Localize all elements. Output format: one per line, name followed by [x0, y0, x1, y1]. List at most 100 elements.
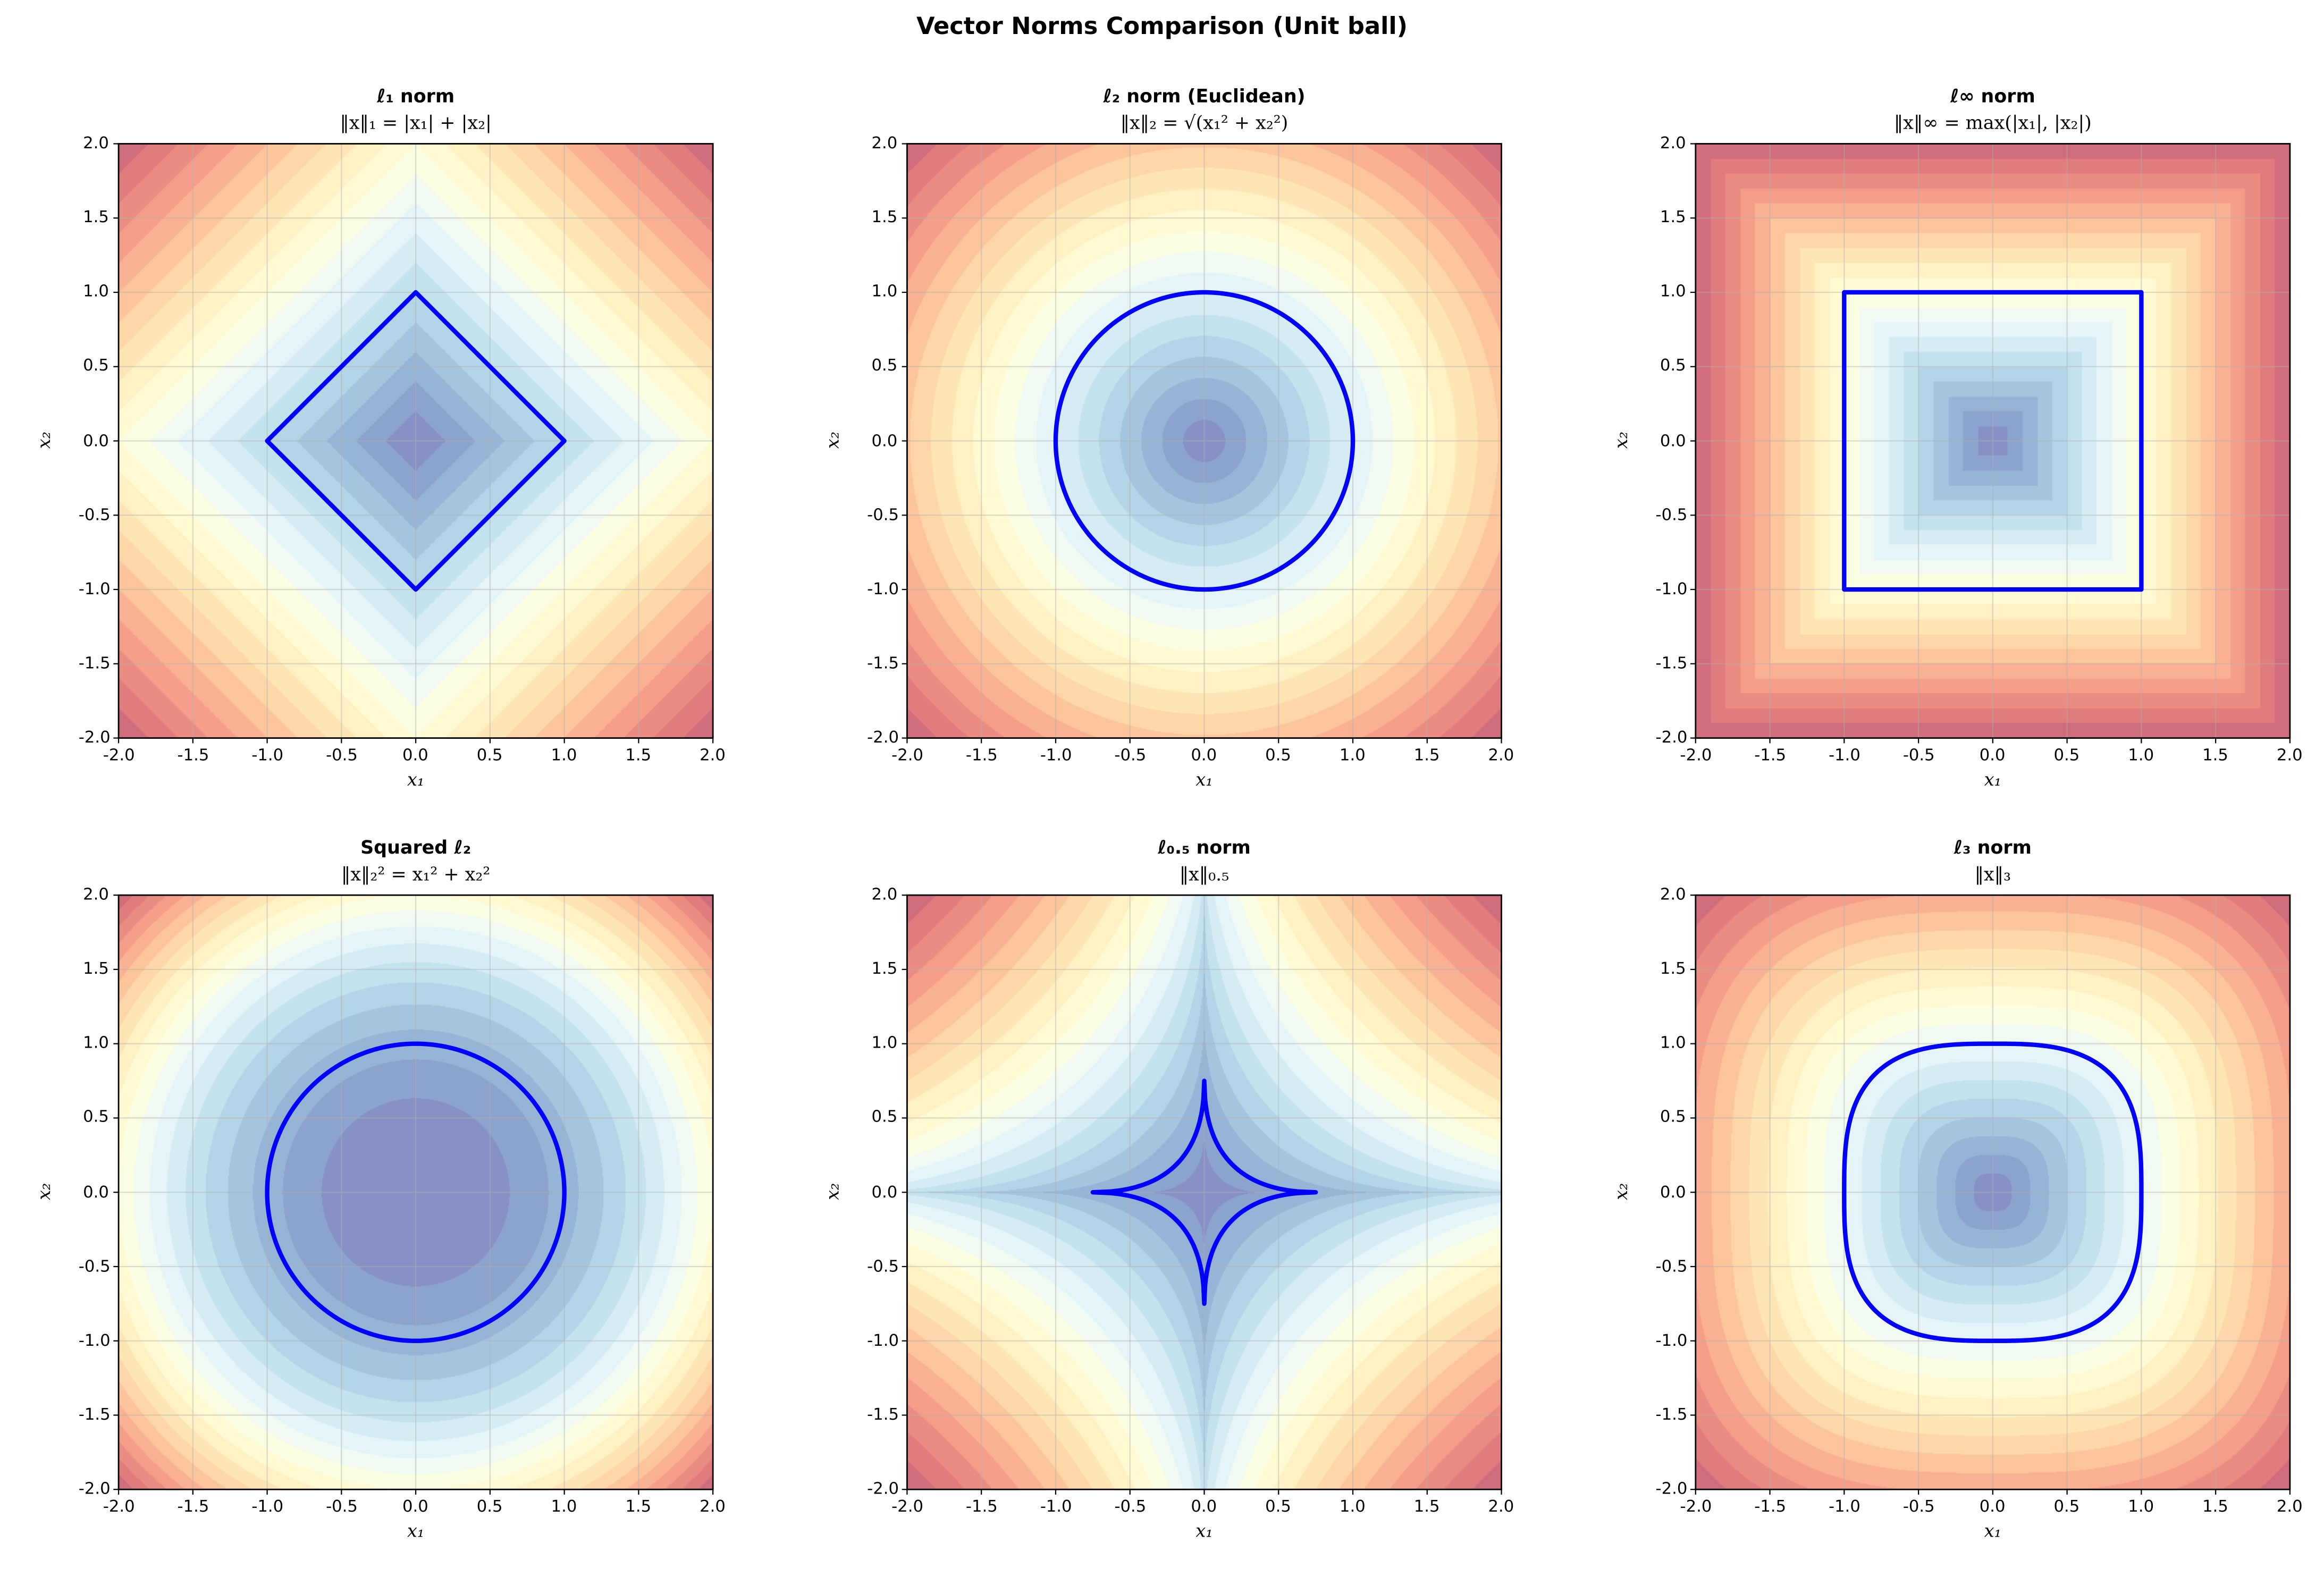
x-tick-label: 0.0: [1191, 745, 1217, 765]
contour-plot-linf: [1690, 143, 2291, 744]
x-tick-label: -1.5: [1754, 745, 1787, 765]
contour-plot-l05: [902, 894, 1502, 1495]
x-tick-label: -2.0: [1680, 1497, 1712, 1516]
x-tick-label: 1.0: [1339, 1497, 1366, 1516]
y-tick-label: -0.5: [1655, 504, 1688, 525]
x-tick-label: 2.0: [2276, 745, 2303, 765]
x-tick-label: -1.5: [965, 1497, 998, 1516]
y-tick-label: 1.5: [83, 207, 109, 227]
plot-overlay: [113, 894, 714, 1495]
x-tick-label: -1.5: [1754, 1497, 1787, 1516]
x-tick-label: 1.0: [1339, 745, 1366, 765]
y-tick-label: 0.0: [1660, 1182, 1686, 1201]
filled-contours: [1695, 895, 2290, 1490]
x-axis-label: x₁: [1195, 1520, 1213, 1541]
subplot-formula: ‖x‖₀.₅: [1179, 862, 1230, 885]
x-tick-label: -0.5: [1902, 745, 1935, 765]
x-tick-label: 0.5: [476, 745, 503, 765]
y-tick-label: -2.0: [867, 728, 899, 747]
x-tick-label: -0.5: [326, 745, 358, 765]
y-tick-label: -1.0: [867, 579, 899, 598]
contour-plot-l2: [902, 143, 1502, 744]
y-tick-label: 1.5: [871, 207, 898, 227]
y-axis-label: x₂: [822, 431, 843, 448]
x-tick-label: 0.0: [402, 1497, 428, 1516]
x-tick-label: 0.0: [1191, 1497, 1217, 1516]
y-tick-label: -0.5: [78, 504, 111, 525]
axes-frame: [906, 894, 1502, 1490]
axes-frame: [1695, 894, 2291, 1490]
y-tick-label: -1.0: [867, 1330, 899, 1350]
x-axis-label: x₁: [1984, 769, 2001, 790]
y-tick-label: 1.0: [83, 1033, 109, 1053]
y-tick-label: -2.0: [867, 1479, 899, 1498]
x-tick-label: -2.0: [1680, 745, 1712, 765]
subplot-formula: ‖x‖₂ = √(x₁² + x₂²): [1120, 111, 1289, 133]
x-tick-label: -1.5: [177, 1497, 209, 1516]
y-tick-label: -1.0: [78, 1330, 111, 1350]
y-tick-label: 0.5: [871, 1107, 898, 1127]
x-tick-label: 1.5: [625, 745, 652, 765]
y-axis-label: x₂: [1611, 1182, 1632, 1200]
x-tick-label: 0.5: [1265, 1497, 1291, 1516]
plot-overlay: [1690, 894, 2291, 1495]
contour-plot-l2sq: [113, 894, 714, 1495]
x-tick-label: -1.0: [1829, 745, 1860, 765]
y-tick-label: -1.5: [867, 653, 899, 673]
plot-overlay: [902, 143, 1502, 744]
unit-ball-curve: [1053, 290, 1355, 592]
x-tick-label: -0.5: [1114, 745, 1147, 765]
filled-contours: [907, 144, 1502, 738]
y-tick-label: 1.5: [871, 959, 898, 979]
x-tick-label: 0.5: [2053, 1497, 2080, 1516]
x-tick-label: 1.5: [2202, 1497, 2228, 1516]
subplot-title: ℓ₀.₅ norm: [1158, 836, 1251, 858]
y-tick-label: -2.0: [1655, 1479, 1688, 1498]
filled-contours: [119, 895, 713, 1490]
x-tick-label: 2.0: [2276, 1497, 2303, 1516]
y-tick-label: 2.0: [1660, 133, 1686, 153]
x-tick-label: -1.0: [1040, 1497, 1072, 1516]
x-tick-label: 0.5: [1265, 745, 1291, 765]
y-tick-label: -1.5: [1655, 653, 1688, 673]
unit-ball-curve: [1842, 1041, 2144, 1343]
y-tick-label: -0.5: [867, 1256, 899, 1276]
y-tick-label: 2.0: [83, 884, 109, 904]
x-tick-label: 2.0: [700, 745, 726, 765]
y-tick-label: 0.5: [1660, 1107, 1686, 1127]
y-tick-label: 1.0: [871, 1033, 898, 1053]
subplot-formula: ‖x‖₂² = x₁² + x₂²: [341, 862, 491, 885]
x-tick-label: 2.0: [1488, 1497, 1514, 1516]
y-tick-label: 2.0: [871, 133, 898, 153]
x-tick-label: 1.0: [551, 745, 577, 765]
x-tick-label: 0.5: [2053, 745, 2080, 765]
x-axis-label: x₁: [1195, 769, 1213, 790]
y-axis-label: x₂: [33, 1182, 55, 1200]
y-tick-label: -0.5: [1655, 1256, 1688, 1276]
y-tick-label: 1.0: [1660, 282, 1686, 301]
subplot-formula: ‖x‖₁ = |x₁| + |x₂|: [340, 111, 492, 133]
subplot-title: ℓ∞ norm: [1950, 84, 2035, 107]
y-tick-label: 0.0: [871, 1182, 898, 1201]
unit-ball-curve: [265, 290, 567, 592]
unit-ball-curve: [1842, 290, 2144, 592]
x-tick-label: -1.0: [1829, 1497, 1860, 1516]
y-tick-label: 0.5: [83, 1107, 109, 1127]
plot-overlay: [1690, 143, 2291, 744]
figure-title: Vector Norms Comparison (Unit ball): [916, 12, 1408, 40]
subplot-title: ℓ₃ norm: [1953, 836, 2032, 858]
subplot-title: Squared ℓ₂: [360, 836, 471, 858]
x-tick-label: -1.0: [251, 745, 284, 765]
y-tick-label: -1.0: [1655, 579, 1688, 598]
y-tick-label: -2.0: [1655, 728, 1688, 747]
subplot-formula: ‖x‖∞ = max(|x₁|, |x₂|): [1893, 111, 2092, 133]
y-tick-label: -1.0: [78, 579, 111, 598]
x-tick-label: 1.0: [2128, 1497, 2154, 1516]
y-tick-label: 0.5: [871, 356, 898, 376]
y-tick-label: 2.0: [871, 884, 898, 904]
y-tick-label: 0.0: [83, 431, 109, 450]
subplot-formula: ‖x‖₃: [1974, 862, 2011, 885]
y-axis-label: x₂: [822, 1182, 843, 1200]
y-tick-label: -1.0: [1655, 1330, 1688, 1350]
